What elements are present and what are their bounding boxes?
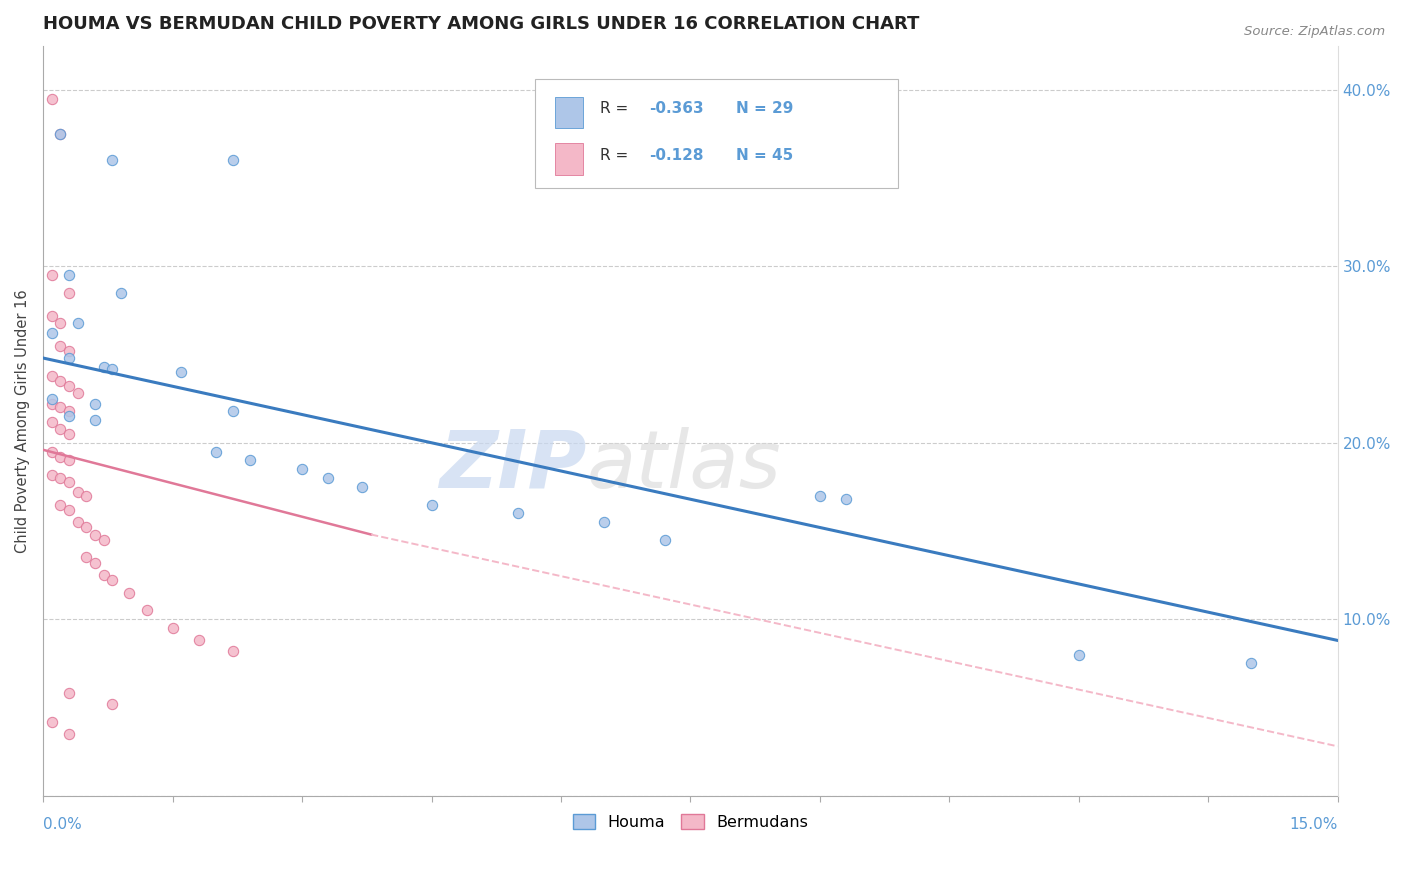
Point <box>835 492 858 507</box>
Point <box>41 309 63 323</box>
Point <box>101 153 124 168</box>
Point <box>58 426 80 441</box>
Point <box>58 475 80 489</box>
Point <box>66 515 89 529</box>
Point <box>49 498 72 512</box>
Point <box>187 633 209 648</box>
Point <box>66 485 89 500</box>
Point <box>66 316 89 330</box>
Point <box>49 127 72 141</box>
Text: N = 29: N = 29 <box>735 101 793 116</box>
Point <box>93 568 115 582</box>
Point <box>41 368 63 383</box>
Point <box>291 462 314 476</box>
Text: ZIP: ZIP <box>440 426 586 505</box>
Point <box>808 489 831 503</box>
Point <box>58 453 80 467</box>
Point <box>49 422 72 436</box>
Point <box>58 268 80 282</box>
Point <box>239 453 262 467</box>
Point <box>84 527 107 541</box>
Point <box>84 556 107 570</box>
Point <box>58 686 80 700</box>
Text: 15.0%: 15.0% <box>1289 817 1337 832</box>
Point <box>204 444 226 458</box>
FancyBboxPatch shape <box>536 79 897 188</box>
Point <box>352 480 374 494</box>
Text: R =: R = <box>600 101 633 116</box>
Point <box>49 127 72 141</box>
Y-axis label: Child Poverty Among Girls Under 16: Child Poverty Among Girls Under 16 <box>15 289 30 552</box>
Point <box>58 409 80 424</box>
Point <box>506 507 529 521</box>
Point <box>84 413 107 427</box>
Point <box>162 621 184 635</box>
Point <box>170 365 193 379</box>
Point <box>58 503 80 517</box>
Text: N = 45: N = 45 <box>735 148 793 162</box>
Text: Source: ZipAtlas.com: Source: ZipAtlas.com <box>1244 25 1385 38</box>
Point <box>41 92 63 106</box>
Text: atlas: atlas <box>586 426 782 505</box>
Point <box>316 471 339 485</box>
Text: 0.0%: 0.0% <box>44 817 82 832</box>
Point <box>222 644 245 658</box>
Text: HOUMA VS BERMUDAN CHILD POVERTY AMONG GIRLS UNDER 16 CORRELATION CHART: HOUMA VS BERMUDAN CHILD POVERTY AMONG GI… <box>44 15 920 33</box>
Point <box>49 450 72 464</box>
Point <box>49 339 72 353</box>
Point <box>58 404 80 418</box>
Point <box>84 397 107 411</box>
Point <box>135 603 157 617</box>
Legend: Houma, Bermudans: Houma, Bermudans <box>567 807 814 837</box>
Point <box>49 471 72 485</box>
Point <box>49 316 72 330</box>
FancyBboxPatch shape <box>554 96 583 128</box>
Point <box>101 574 124 588</box>
Point <box>93 533 115 547</box>
Text: -0.128: -0.128 <box>650 148 703 162</box>
Point <box>75 489 97 503</box>
Point <box>41 397 63 411</box>
Point <box>101 361 124 376</box>
Point <box>41 326 63 341</box>
Point <box>41 714 63 729</box>
Point <box>1240 657 1263 671</box>
Point <box>75 520 97 534</box>
Point <box>93 359 115 374</box>
Point <box>58 285 80 300</box>
Point <box>118 586 141 600</box>
Point <box>49 401 72 415</box>
Point <box>41 415 63 429</box>
Point <box>110 285 132 300</box>
Point <box>58 379 80 393</box>
Text: R =: R = <box>600 148 633 162</box>
Text: -0.363: -0.363 <box>650 101 703 116</box>
Point <box>41 392 63 406</box>
Point <box>222 153 245 168</box>
Point <box>593 515 616 529</box>
Point <box>101 697 124 711</box>
Point <box>41 268 63 282</box>
Point <box>41 444 63 458</box>
Point <box>1067 648 1090 662</box>
Point <box>41 467 63 482</box>
Point <box>58 351 80 365</box>
Point <box>75 550 97 565</box>
Point <box>222 404 245 418</box>
Point <box>420 498 443 512</box>
Point <box>66 386 89 401</box>
Point <box>654 533 676 547</box>
Point <box>58 727 80 741</box>
Point <box>58 343 80 358</box>
FancyBboxPatch shape <box>554 144 583 175</box>
Point <box>49 374 72 388</box>
